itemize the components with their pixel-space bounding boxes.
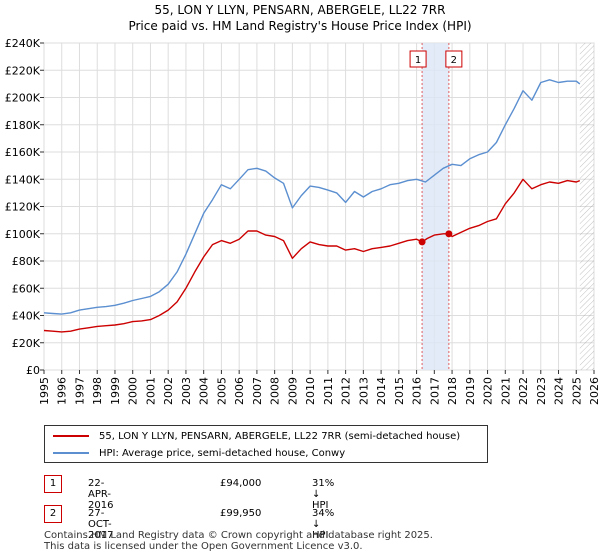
price-chart: 55, LON Y LLYN, PENSARN, ABERGELE, LL22 … (5, 3, 600, 405)
chart-subtitle: Price paid vs. HM Land Registry's House … (128, 19, 471, 33)
x-tick-label: 1996 (56, 377, 69, 405)
hpi-line (43, 79, 581, 315)
sale-number-badge: 1 (44, 475, 62, 493)
x-tick-label: 2009 (286, 377, 299, 405)
x-tick-label: 2008 (269, 377, 282, 405)
x-tick-label: 2004 (198, 377, 211, 405)
x-tick-label: 1997 (73, 377, 86, 405)
sale-date: 27-OCT-2017 (88, 508, 114, 541)
x-tick-label: 2007 (251, 377, 264, 405)
legend: 55, LON Y LLYN, PENSARN, ABERGELE, LL22 … (44, 425, 488, 463)
x-tick-label: 2017 (428, 377, 441, 405)
x-tick-label: 2015 (393, 377, 406, 405)
x-tick-label: 2026 (588, 377, 600, 405)
chart-title: 55, LON Y LLYN, PENSARN, ABERGELE, LL22 … (155, 3, 446, 17)
legend-item-hpi: HPI: Average price, semi-detached house,… (53, 445, 345, 461)
x-tick-label: 2016 (411, 377, 424, 405)
y-axis: £0 £20K £40K £60K £80K £100K £120K £140K £160K £1… (5, 37, 44, 377)
x-tick-label: 2006 (233, 377, 246, 405)
sale-label-box (409, 50, 427, 68)
sale-point (445, 230, 453, 238)
x-tick-label: 1998 (91, 377, 104, 405)
grid-lines (43, 42, 595, 371)
legend-item-property: 55, LON Y LLYN, PENSARN, ABERGELE, LL22 … (53, 428, 460, 444)
sale-label-text: 1 (415, 55, 421, 66)
x-tick-label: 2025 (570, 377, 583, 405)
sale-markers (418, 230, 453, 246)
x-tick-label: 1999 (109, 377, 122, 405)
x-tick-label: 1995 (38, 377, 51, 405)
sale-price: £99,950 (220, 508, 262, 519)
x-tick-label: 2014 (375, 377, 388, 405)
x-tick-label: 2023 (535, 377, 548, 405)
sale-point (418, 238, 426, 246)
legend-swatch-blue (53, 452, 89, 454)
x-tick-label: 2011 (322, 377, 335, 405)
x-tick-label: 2019 (464, 377, 477, 405)
y-tick-label: £120K (5, 201, 41, 214)
x-tick-label: 2022 (517, 377, 530, 405)
footer: Contains HM Land Registry data © Crown c… (44, 530, 433, 552)
projection-region (579, 43, 594, 370)
y-tick-label: £80K (12, 255, 41, 268)
footer-line-1: Contains HM Land Registry data © Crown c… (44, 530, 433, 541)
sale-date: 22-APR-2016 (88, 478, 114, 511)
y-tick-label: £220K (5, 64, 41, 77)
y-tick-label: £160K (5, 146, 41, 159)
y-tick-label: £20K (12, 337, 41, 350)
sale-hpi-diff: 31% ↓ HPI (312, 478, 335, 511)
x-tick-label: 2003 (180, 377, 193, 405)
sale-hpi-diff: 34% ↓ HPI (312, 508, 335, 541)
y-tick-label: £200K (5, 92, 41, 105)
x-tick-label: 2021 (499, 377, 512, 405)
x-tick-label: 2000 (127, 377, 140, 405)
series-lines (43, 79, 581, 333)
price-paid-line (43, 178, 581, 333)
x-tick-label: 2013 (357, 377, 370, 405)
y-tick-label: £60K (12, 282, 41, 295)
y-tick-label: £140K (5, 173, 41, 186)
x-tick-label: 2005 (215, 377, 228, 405)
sale-label-box (445, 50, 463, 68)
x-axis: 1995 1996 1997 1998 1999 2000 2001 2002 2003 2004… (38, 370, 600, 405)
x-tick-label: 2001 (144, 377, 157, 405)
sale-number-badge: 2 (44, 505, 62, 523)
sale-label-text: 2 (451, 55, 457, 66)
x-tick-label: 2012 (340, 377, 353, 405)
legend-label-property: 55, LON Y LLYN, PENSARN, ABERGELE, LL22 … (99, 430, 461, 442)
footer-line-2: This data is licensed under the Open Gov… (44, 541, 363, 552)
x-tick-label: 2010 (304, 377, 317, 405)
x-tick-label: 2018 (446, 377, 459, 405)
y-tick-label: £180K (5, 119, 41, 132)
legend-label-hpi: HPI: Average price, semi-detached house,… (99, 447, 346, 459)
sale-price: £94,000 (220, 478, 262, 489)
y-tick-label: £40K (12, 310, 41, 323)
legend-swatch-red (53, 435, 89, 437)
y-tick-label: £240K (5, 37, 41, 50)
sale-highlight-band (422, 43, 449, 370)
y-tick-label: £100K (5, 228, 41, 241)
x-tick-label: 2020 (482, 377, 495, 405)
y-tick-label: £0 (26, 364, 40, 377)
x-tick-label: 2024 (553, 377, 566, 405)
x-tick-label: 2002 (162, 377, 175, 405)
